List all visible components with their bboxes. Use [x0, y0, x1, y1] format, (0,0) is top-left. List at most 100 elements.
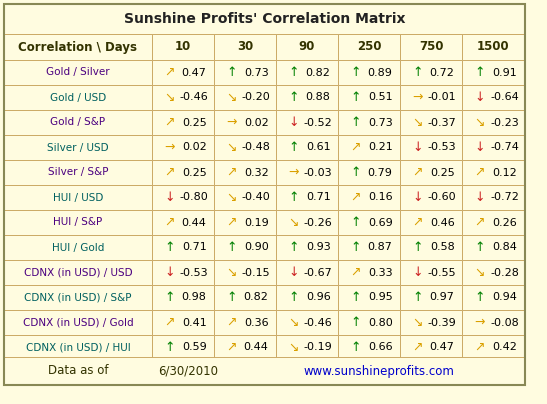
Text: ↘: ↘ — [412, 116, 423, 129]
Text: 0.80: 0.80 — [368, 318, 393, 328]
Bar — [4, 85, 152, 110]
Text: ↑: ↑ — [350, 291, 360, 304]
Bar — [4, 235, 152, 260]
Bar — [214, 185, 276, 210]
Text: ↘: ↘ — [474, 266, 485, 279]
Text: 0.21: 0.21 — [368, 143, 393, 152]
Text: ↑: ↑ — [288, 91, 299, 104]
Text: ↑: ↑ — [350, 316, 360, 329]
Bar — [152, 310, 214, 335]
Text: 1500: 1500 — [477, 40, 510, 53]
Text: ↗: ↗ — [164, 316, 174, 329]
Text: -0.67: -0.67 — [304, 267, 333, 278]
Text: ↑: ↑ — [226, 66, 237, 79]
Bar — [152, 335, 214, 360]
Bar — [4, 260, 152, 285]
Text: ↑: ↑ — [350, 91, 360, 104]
Bar — [4, 357, 525, 385]
Text: 0.41: 0.41 — [182, 318, 207, 328]
Text: -0.37: -0.37 — [428, 118, 457, 128]
Text: ↑: ↑ — [164, 341, 174, 354]
Text: →: → — [412, 91, 423, 104]
Text: 0.88: 0.88 — [306, 93, 330, 103]
Bar — [152, 135, 214, 160]
Bar — [214, 210, 276, 235]
Bar — [4, 4, 525, 34]
Bar — [276, 160, 338, 185]
Text: ↗: ↗ — [412, 166, 423, 179]
Bar — [338, 310, 400, 335]
Text: 0.46: 0.46 — [430, 217, 455, 227]
Bar — [338, 285, 400, 310]
Text: -0.55: -0.55 — [428, 267, 457, 278]
Text: Gold / S&P: Gold / S&P — [50, 118, 106, 128]
Bar — [462, 85, 525, 110]
Bar — [276, 210, 338, 235]
Bar — [276, 235, 338, 260]
Bar — [214, 235, 276, 260]
Text: 6/30/2010: 6/30/2010 — [158, 364, 218, 377]
Bar — [4, 60, 152, 85]
Bar — [214, 85, 276, 110]
Bar — [4, 135, 152, 160]
Bar — [462, 335, 525, 360]
Text: →: → — [164, 141, 174, 154]
Text: ↘: ↘ — [226, 141, 237, 154]
Bar — [400, 185, 462, 210]
Text: 0.02: 0.02 — [182, 143, 207, 152]
Bar — [276, 135, 338, 160]
Text: -0.26: -0.26 — [304, 217, 333, 227]
Text: ↑: ↑ — [350, 116, 360, 129]
Text: ↑: ↑ — [412, 241, 423, 254]
Text: 0.44: 0.44 — [182, 217, 207, 227]
Text: ↑: ↑ — [474, 291, 485, 304]
Text: Gold / USD: Gold / USD — [50, 93, 106, 103]
Text: ↘: ↘ — [226, 266, 237, 279]
Text: -0.48: -0.48 — [242, 143, 271, 152]
Bar — [4, 210, 152, 235]
Bar — [276, 60, 338, 85]
Text: ↘: ↘ — [226, 91, 237, 104]
Text: 0.25: 0.25 — [182, 168, 207, 177]
Bar — [338, 185, 400, 210]
Text: ↓: ↓ — [412, 141, 423, 154]
Text: ↘: ↘ — [226, 191, 237, 204]
Text: ↗: ↗ — [350, 141, 360, 154]
Text: ↗: ↗ — [226, 216, 237, 229]
Text: ↘: ↘ — [164, 91, 174, 104]
Text: 0.59: 0.59 — [182, 343, 207, 353]
Text: ↓: ↓ — [288, 266, 299, 279]
Bar — [462, 285, 525, 310]
Bar — [152, 185, 214, 210]
Text: ↗: ↗ — [226, 341, 237, 354]
Bar — [462, 34, 525, 60]
Bar — [400, 34, 462, 60]
Bar — [462, 110, 525, 135]
Bar — [400, 210, 462, 235]
Bar — [462, 60, 525, 85]
Text: -0.74: -0.74 — [491, 143, 519, 152]
Text: ↑: ↑ — [288, 191, 299, 204]
Bar — [214, 160, 276, 185]
Bar — [214, 110, 276, 135]
Text: ↑: ↑ — [412, 291, 423, 304]
Text: 0.61: 0.61 — [306, 143, 330, 152]
Text: →: → — [226, 116, 237, 129]
Bar — [400, 160, 462, 185]
Text: ↗: ↗ — [474, 216, 485, 229]
Text: 0.95: 0.95 — [368, 292, 393, 303]
Text: -0.72: -0.72 — [491, 192, 519, 202]
Text: -0.52: -0.52 — [304, 118, 333, 128]
Bar — [338, 85, 400, 110]
Text: ↓: ↓ — [164, 266, 174, 279]
Bar — [152, 210, 214, 235]
Text: 0.42: 0.42 — [492, 343, 517, 353]
Text: 0.25: 0.25 — [430, 168, 455, 177]
Text: ↓: ↓ — [164, 191, 174, 204]
Bar — [214, 310, 276, 335]
Text: 30: 30 — [237, 40, 253, 53]
Bar — [4, 285, 152, 310]
Bar — [400, 85, 462, 110]
Text: 0.26: 0.26 — [492, 217, 517, 227]
Bar — [462, 185, 525, 210]
